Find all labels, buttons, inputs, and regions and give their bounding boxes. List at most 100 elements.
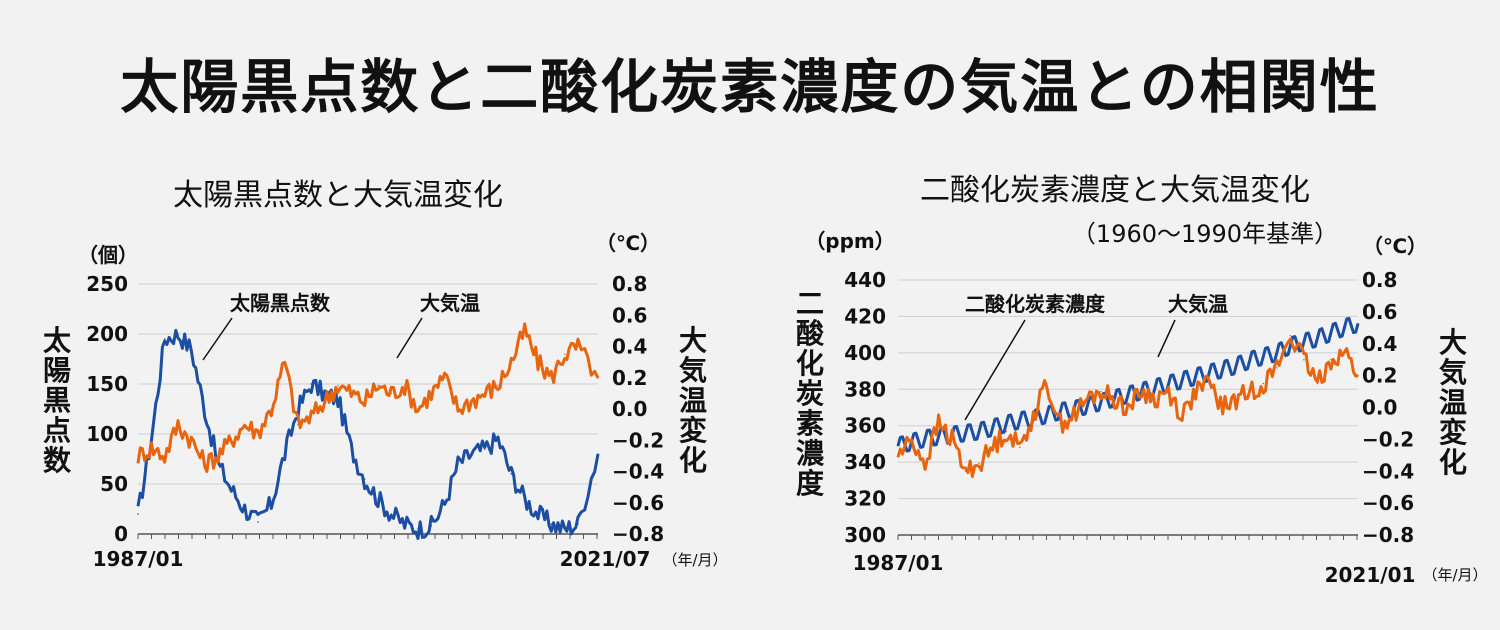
data-point (150, 447, 153, 449)
data-point (483, 448, 486, 450)
data-point (550, 377, 553, 379)
y-right-tick-label: −0.2 (1362, 427, 1414, 451)
y-right-tick-label: −0.8 (1362, 523, 1414, 547)
data-point (523, 330, 526, 332)
data-point (1235, 364, 1237, 367)
chart2-annotation-co2: 二酸化炭素濃度 (965, 292, 1106, 316)
data-point (1005, 423, 1007, 425)
data-point (951, 438, 953, 441)
chart1-annotation-sunspots: 太陽黒点数 (230, 291, 331, 315)
series-line-1 (896, 337, 1359, 478)
data-point (1181, 379, 1183, 382)
y-left-tick-label: 0 (114, 522, 128, 546)
y-right-tick-label: 0.8 (612, 272, 647, 296)
chart-1: 太陽黒点数と大気温変化 （個） （℃） 0 50 100 150 200 250 −0.8… (43, 178, 728, 571)
data-point (310, 383, 313, 385)
data-point (577, 523, 579, 525)
data-point (1208, 382, 1210, 385)
chart1-left-ticks: 0 50 100 150 200 250 (86, 272, 128, 546)
data-point (350, 392, 353, 395)
data-point (1221, 368, 1224, 371)
data-point (1303, 358, 1305, 361)
data-point (510, 473, 513, 475)
ylabel-right-char: 大 (1439, 326, 1467, 359)
data-point (363, 400, 366, 403)
y-right-tick-label: 0.8 (1362, 268, 1397, 292)
y-right-tick-label: −0.6 (612, 491, 664, 515)
ylabel-left-char: 度 (796, 467, 824, 500)
chart2-unit-left: （ppm） (805, 229, 894, 253)
data-point (563, 528, 566, 530)
y-left-tick-label: 100 (86, 422, 128, 446)
y-right-tick-label: 0.6 (1362, 300, 1397, 324)
y-right-tick-label: 0.6 (612, 303, 647, 327)
chart2-title: 二酸化炭素濃度と大気温変化 (920, 173, 1310, 208)
ylabel-left-char: 陽 (43, 354, 71, 387)
data-point (1221, 406, 1224, 409)
chart2-x-minor-ticks (897, 535, 1358, 540)
ylabel-right-char: 大 (679, 324, 707, 357)
ylabel-right-char: 化 (1439, 446, 1467, 479)
chart2-annotation-temperature: 大気温 (1168, 292, 1228, 316)
data-point (978, 462, 980, 465)
data-point (177, 423, 179, 426)
y-right-tick-label: −0.2 (612, 428, 664, 452)
chart2-subtitle: （1960〜1990年基準） (1072, 220, 1338, 248)
data-point (1127, 406, 1129, 409)
y-left-tick-label: 420 (844, 304, 886, 328)
y-right-tick-label: −0.8 (612, 522, 664, 546)
data-point (1276, 352, 1278, 354)
data-point (163, 338, 166, 340)
chart1-grid (138, 283, 598, 535)
data-point (563, 353, 566, 356)
data-point (377, 384, 379, 387)
data-point (137, 513, 139, 515)
ylabel-left-char: 化 (796, 347, 824, 380)
y-left-tick-label: 200 (86, 322, 128, 346)
data-point (1073, 414, 1075, 417)
data-point (483, 392, 486, 395)
data-point (150, 438, 153, 440)
data-point (964, 432, 967, 434)
chart1-annotation-temperature-leader (396, 317, 423, 359)
chart2-ylabel-left: 二酸化炭素濃度 (796, 287, 825, 500)
data-point (1343, 326, 1346, 329)
data-point (283, 453, 286, 455)
data-point (337, 384, 339, 387)
data-point (1316, 382, 1319, 385)
data-point (390, 513, 393, 515)
data-point (597, 453, 599, 455)
chart1-x-unit: （年/月） (662, 551, 727, 569)
chart2-x-start: 1987/01 (853, 551, 944, 575)
data-point (897, 445, 899, 447)
data-point (257, 521, 259, 523)
y-right-tick-label: −0.6 (1362, 491, 1414, 515)
data-point (1100, 401, 1102, 403)
data-point (350, 448, 353, 450)
data-point (1343, 350, 1346, 353)
data-point (937, 435, 940, 438)
data-point (297, 423, 299, 426)
data-point (937, 422, 940, 425)
chart2-right-ticks: −0.8 −0.6 −0.4 −0.2 0.0 0.2 0.4 0.6 0.8 (1362, 268, 1414, 547)
data-point (1059, 422, 1062, 425)
data-point (390, 392, 393, 395)
data-point (577, 345, 579, 348)
y-right-tick-label: 0.4 (612, 335, 647, 359)
data-point (1357, 322, 1359, 325)
data-point (457, 408, 459, 410)
data-point (163, 455, 166, 457)
y-left-tick-label: 250 (86, 272, 128, 296)
chart2-x-unit: （年/月） (1422, 566, 1487, 584)
chart1-ylabel-right: 大気温変化 (679, 324, 707, 477)
data-point (537, 513, 539, 515)
data-point (1019, 419, 1021, 422)
data-point (1316, 337, 1319, 340)
data-point (203, 462, 206, 465)
data-point (443, 377, 446, 379)
y-left-tick-label: 440 (844, 268, 886, 292)
y-left-tick-label: 320 (844, 487, 886, 511)
ylabel-right-char: 気 (679, 354, 707, 387)
y-left-tick-label: 340 (844, 450, 886, 474)
ylabel-right-char: 変 (1439, 416, 1467, 449)
